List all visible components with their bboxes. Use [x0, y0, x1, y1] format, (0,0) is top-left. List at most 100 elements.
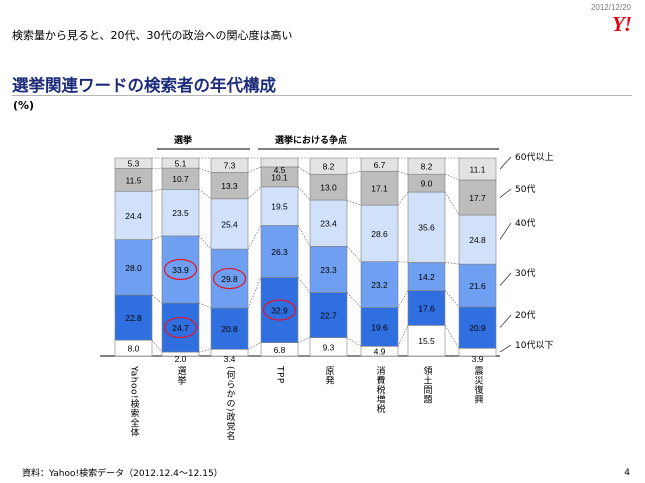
bar-segment — [360, 157, 399, 172]
data-value-label: 19.5 — [271, 202, 288, 212]
segment-connector-line — [247, 186, 262, 200]
segment-connector-line — [346, 199, 362, 206]
legend-label: 10代以下 — [515, 340, 553, 351]
data-value-label: 7.3 — [224, 161, 236, 171]
data-value-label: 14.2 — [418, 272, 435, 282]
bar-segment — [260, 186, 299, 226]
data-value-label: 6.8 — [274, 345, 286, 355]
data-value-label: 11.5 — [126, 175, 142, 185]
source-note: 資料：Yahoo!検索データ（2012.12.4～12.15） — [22, 469, 223, 479]
data-value-label: 17.1 — [371, 184, 388, 194]
data-value-label: 17.7 — [469, 193, 486, 203]
legend-label: 40代 — [515, 218, 535, 229]
legend-leader-line — [499, 314, 512, 328]
data-value-label: 24.7 — [172, 323, 189, 333]
segment-connector-line — [444, 262, 460, 265]
category-tick-label: TPP — [275, 365, 285, 384]
data-value-label: 23.5 — [172, 208, 189, 218]
bar-segment — [260, 157, 299, 168]
bar-segment — [458, 306, 497, 349]
data-value-label: 23.4 — [320, 219, 337, 229]
segment-connector-line — [151, 294, 163, 304]
bar-segment — [360, 170, 399, 206]
data-value-label: 5.1 — [175, 159, 187, 169]
category-tick-label: 消費税増税 — [375, 365, 386, 414]
bar-segment — [407, 290, 446, 326]
legend-leader-line — [499, 222, 512, 240]
data-value-label: 35.6 — [418, 223, 435, 233]
bar-segment — [114, 239, 153, 296]
data-value-label: 11.1 — [470, 164, 486, 174]
segment-connector-line — [444, 325, 460, 349]
highlight-circle — [262, 299, 297, 321]
category-tick-label: 領土問題 — [422, 365, 433, 405]
bar-segment — [309, 199, 348, 247]
legend-label: 50代 — [515, 184, 535, 195]
bar-segment — [360, 261, 399, 308]
segment-connector-line — [346, 170, 362, 175]
data-value-label: 23.2 — [371, 280, 388, 290]
segment-connector-line — [198, 189, 212, 200]
segment-connector-line — [198, 302, 212, 309]
segment-connector-line — [397, 290, 409, 308]
group-header-label: 選挙における争点 — [275, 134, 347, 146]
bar-segment — [161, 157, 200, 169]
bar-segment — [161, 302, 200, 353]
data-value-label: 24.8 — [469, 235, 486, 245]
bar-segment — [309, 246, 348, 293]
segment-connector-line — [297, 166, 311, 175]
data-value-label: 28.6 — [371, 229, 388, 239]
segment-connector-line — [247, 277, 262, 309]
segment-connector-line — [151, 339, 163, 353]
data-value-label: 3.9 — [472, 354, 484, 364]
segment-connector-line — [444, 173, 460, 181]
segment-connector-line — [151, 189, 163, 192]
bar-segment — [407, 262, 446, 291]
segment-connector-line — [297, 225, 311, 247]
bar-segment — [210, 172, 249, 200]
bar-segment — [114, 190, 153, 240]
bar-segment — [407, 325, 446, 357]
segment-connector-line — [247, 166, 262, 173]
bar-segment — [210, 198, 249, 250]
bar-segment — [260, 225, 299, 278]
data-value-label: 24.4 — [125, 211, 142, 221]
data-value-label: 8.0 — [128, 344, 140, 354]
segment-connector-line — [151, 235, 163, 240]
unit-label: (%) — [13, 99, 35, 112]
slide-title: 選挙関連ワードの検索者の年代構成 — [12, 76, 276, 95]
legend-label: 30代 — [515, 268, 535, 279]
segment-connector-line — [198, 235, 212, 250]
category-tick-label: (何らかの)政党名 — [225, 366, 236, 441]
legend-leader-line — [499, 156, 512, 170]
bar-segment — [458, 214, 497, 265]
data-value-label: 29.8 — [221, 274, 238, 284]
data-value-label: 9.0 — [421, 179, 433, 189]
data-value-label: 20.9 — [469, 323, 486, 333]
data-value-label: 6.7 — [374, 160, 386, 170]
segment-connector-line — [247, 225, 262, 250]
report-date: 2012/12/20 — [590, 3, 631, 12]
legend-leader-line — [499, 272, 512, 286]
bar-segment — [210, 307, 249, 350]
bar-segment — [114, 294, 153, 341]
yahoo-logo: Y! — [612, 12, 632, 36]
bar-segment — [360, 307, 399, 347]
legend-label: 60代以上 — [515, 152, 553, 163]
data-value-label: 10.1 — [271, 172, 288, 182]
highlight-circle — [163, 316, 198, 339]
segment-connector-line — [397, 325, 409, 347]
category-tick-label: 選挙 — [176, 366, 187, 385]
bar-segment — [360, 204, 399, 262]
bar-segment — [114, 157, 153, 169]
data-value-label: 2.0 — [175, 354, 187, 364]
group-header-label: 選挙 — [174, 134, 193, 146]
title-underline — [12, 95, 632, 96]
segment-connector-line — [397, 170, 409, 175]
legend-leader-line — [499, 188, 512, 198]
bar-segment — [407, 157, 446, 175]
segment-connector-line — [247, 342, 262, 350]
data-value-label: 28.0 — [125, 263, 142, 273]
data-value-label: 22.7 — [320, 311, 337, 321]
